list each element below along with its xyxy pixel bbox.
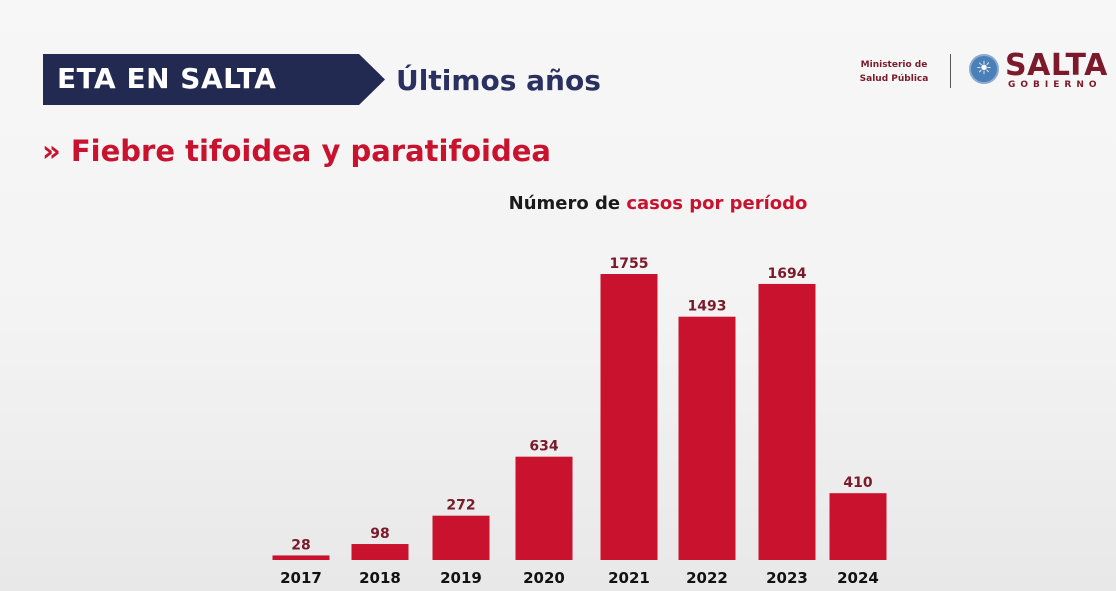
category-label-2020: 2020 bbox=[523, 569, 565, 587]
chart-title-part2: casos por período bbox=[626, 193, 808, 214]
bar-2022 bbox=[678, 316, 736, 560]
logo-subtitle: GOBIERNO bbox=[1008, 80, 1102, 90]
category-label-2021: 2021 bbox=[608, 569, 650, 587]
bar-2021 bbox=[600, 274, 658, 560]
category-label-2018: 2018 bbox=[359, 569, 401, 587]
chart-title-part1: Número de bbox=[508, 193, 627, 214]
chevron-double-right-icon: » bbox=[42, 134, 61, 168]
bar-2017 bbox=[272, 555, 330, 560]
bar-2018 bbox=[351, 544, 409, 560]
category-label-2017: 2017 bbox=[280, 569, 322, 587]
value-label-2024: 410 bbox=[843, 475, 872, 491]
ministry-line-1: Ministerio de bbox=[860, 60, 928, 70]
section-title-text: Fiebre tifoidea y paratifoidea bbox=[70, 134, 551, 168]
category-label-2019: 2019 bbox=[440, 569, 482, 587]
chart-title: Número de casos por período bbox=[0, 193, 1116, 214]
logo-name: SALTA bbox=[1005, 48, 1108, 83]
value-label-2023: 1694 bbox=[768, 266, 807, 282]
ministry-line-2: Salud Pública bbox=[859, 74, 929, 84]
value-label-2019: 272 bbox=[446, 498, 475, 514]
value-label-2022: 1493 bbox=[688, 299, 727, 315]
value-label-2018: 98 bbox=[370, 526, 389, 542]
value-label-2021: 1755 bbox=[610, 256, 649, 272]
section-title: » Fiebre tifoidea y paratifoidea bbox=[42, 134, 551, 168]
category-label-2024: 2024 bbox=[837, 569, 879, 587]
title-banner: ETA EN SALTA bbox=[43, 54, 385, 105]
bar-2020 bbox=[515, 456, 573, 560]
page-subtitle: Últimos años bbox=[396, 64, 601, 97]
logo-divider bbox=[950, 54, 951, 88]
bar-2023 bbox=[758, 283, 816, 560]
category-label-2022: 2022 bbox=[686, 569, 728, 587]
value-label-2020: 634 bbox=[529, 439, 558, 455]
banner-title: ETA EN SALTA bbox=[57, 62, 277, 95]
sun-seal-icon: ☀ bbox=[969, 54, 999, 84]
bar-2019 bbox=[432, 515, 490, 560]
ministry-label: Ministerio de Salud Pública bbox=[857, 58, 931, 86]
category-label-2023: 2023 bbox=[766, 569, 808, 587]
bar-2024 bbox=[829, 493, 887, 560]
value-label-2017: 28 bbox=[291, 537, 310, 553]
